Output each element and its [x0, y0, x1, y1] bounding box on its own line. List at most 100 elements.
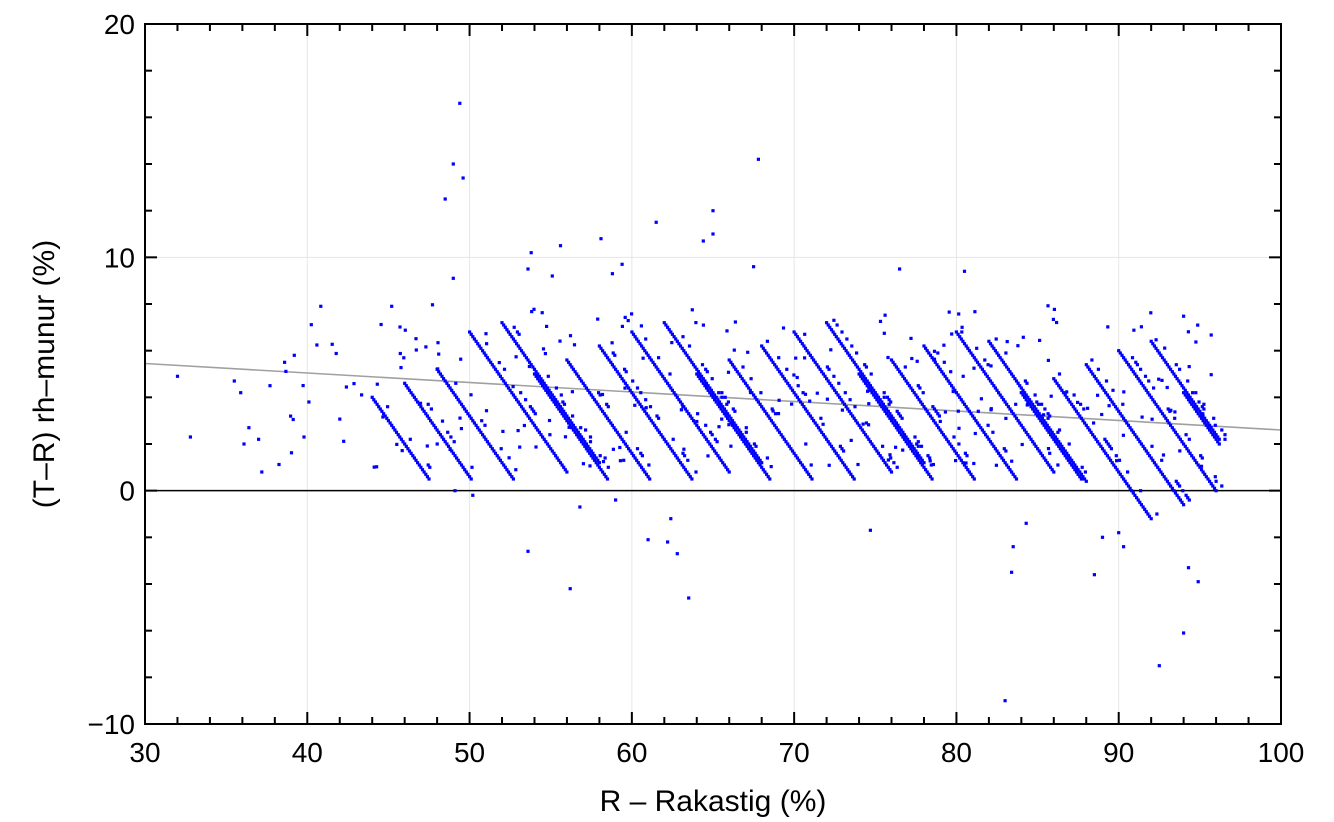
data-point: [823, 435, 827, 439]
data-point: [382, 412, 386, 416]
data-point: [899, 372, 903, 376]
data-point: [1000, 395, 1004, 399]
data-point: [1005, 365, 1009, 369]
data-point: [967, 470, 971, 474]
data-point: [927, 472, 931, 476]
data-point: [1079, 402, 1083, 406]
data-point: [1143, 374, 1148, 378]
data-point: [909, 442, 913, 446]
data-point: [388, 421, 392, 425]
data-point: [706, 388, 710, 392]
data-point: [547, 444, 551, 448]
data-point: [897, 412, 901, 416]
data-point: [802, 344, 806, 348]
data-point: [893, 363, 897, 367]
data-point: [414, 458, 418, 462]
data-point: [657, 416, 661, 420]
data-point: [803, 468, 808, 472]
data-point: [542, 381, 546, 385]
data-point: [755, 454, 759, 458]
data-point: [993, 349, 997, 353]
data-point: [562, 409, 566, 413]
data-point: [568, 363, 572, 367]
x-tick-label: 60: [616, 737, 647, 768]
data-point: [909, 447, 913, 451]
y-tick-label: 10: [104, 242, 135, 273]
data-point: [373, 400, 377, 404]
data-point: [1190, 454, 1194, 458]
data-point: [403, 381, 407, 385]
data-point: [1039, 414, 1043, 418]
data-point: [857, 367, 861, 371]
data-point: [756, 461, 760, 465]
data-point: [873, 391, 877, 395]
data-point: [1078, 470, 1082, 474]
data-point: [638, 342, 642, 346]
data-point: [906, 381, 910, 385]
data-point: [515, 398, 519, 402]
data-point: [1139, 381, 1143, 385]
data-point: [1037, 416, 1041, 420]
data-point: [881, 402, 885, 406]
data-point: [1061, 451, 1066, 455]
data-point: [677, 342, 681, 346]
data-point: [753, 395, 757, 399]
data-point: [489, 444, 493, 448]
data-point: [979, 426, 983, 430]
data-point: [628, 449, 632, 453]
data-point: [443, 379, 447, 383]
data-point: [742, 440, 746, 444]
data-point: [432, 423, 436, 427]
data-point: [1199, 454, 1203, 458]
data-point: [1078, 414, 1082, 418]
data-point: [588, 464, 592, 468]
data-point: [701, 433, 705, 437]
data-point: [442, 437, 446, 441]
data-point: [1111, 388, 1115, 392]
data-point: [724, 465, 728, 469]
data-point: [604, 353, 608, 357]
data-point: [412, 456, 416, 460]
data-point: [846, 468, 850, 472]
data-point: [630, 391, 634, 395]
data-point: [873, 395, 877, 399]
data-point: [661, 374, 665, 378]
data-point: [1087, 428, 1092, 432]
data-point: [589, 393, 593, 397]
data-point: [1057, 428, 1062, 432]
data-point: [769, 465, 773, 469]
data-point: [766, 475, 770, 479]
data-point: [872, 388, 876, 392]
data-point: [709, 430, 713, 434]
data-point: [524, 412, 528, 416]
data-point: [911, 449, 915, 453]
data-point: [416, 400, 420, 404]
data-point: [838, 339, 842, 343]
data-point: [993, 386, 997, 390]
data-point: [714, 395, 718, 399]
data-point: [825, 321, 829, 325]
data-point: [630, 330, 634, 334]
data-point: [937, 365, 941, 369]
data-point: [737, 372, 741, 376]
data-point: [662, 377, 666, 381]
data-point: [956, 332, 960, 336]
data-point: [777, 370, 782, 374]
data-point: [1130, 356, 1135, 360]
data-point: [403, 328, 407, 332]
data-point: [578, 505, 582, 509]
data-point: [654, 426, 658, 430]
data-point: [902, 437, 907, 441]
data-point: [403, 442, 407, 446]
data-point: [987, 437, 991, 441]
data-point: [1086, 365, 1090, 369]
data-point: [834, 391, 838, 395]
data-point: [937, 426, 941, 430]
data-point: [747, 386, 751, 390]
data-point: [730, 419, 735, 423]
data-point: [1125, 421, 1129, 425]
data-point: [1055, 442, 1059, 446]
data-point: [1019, 423, 1023, 427]
data-point: [829, 348, 833, 352]
data-point: [638, 402, 642, 406]
